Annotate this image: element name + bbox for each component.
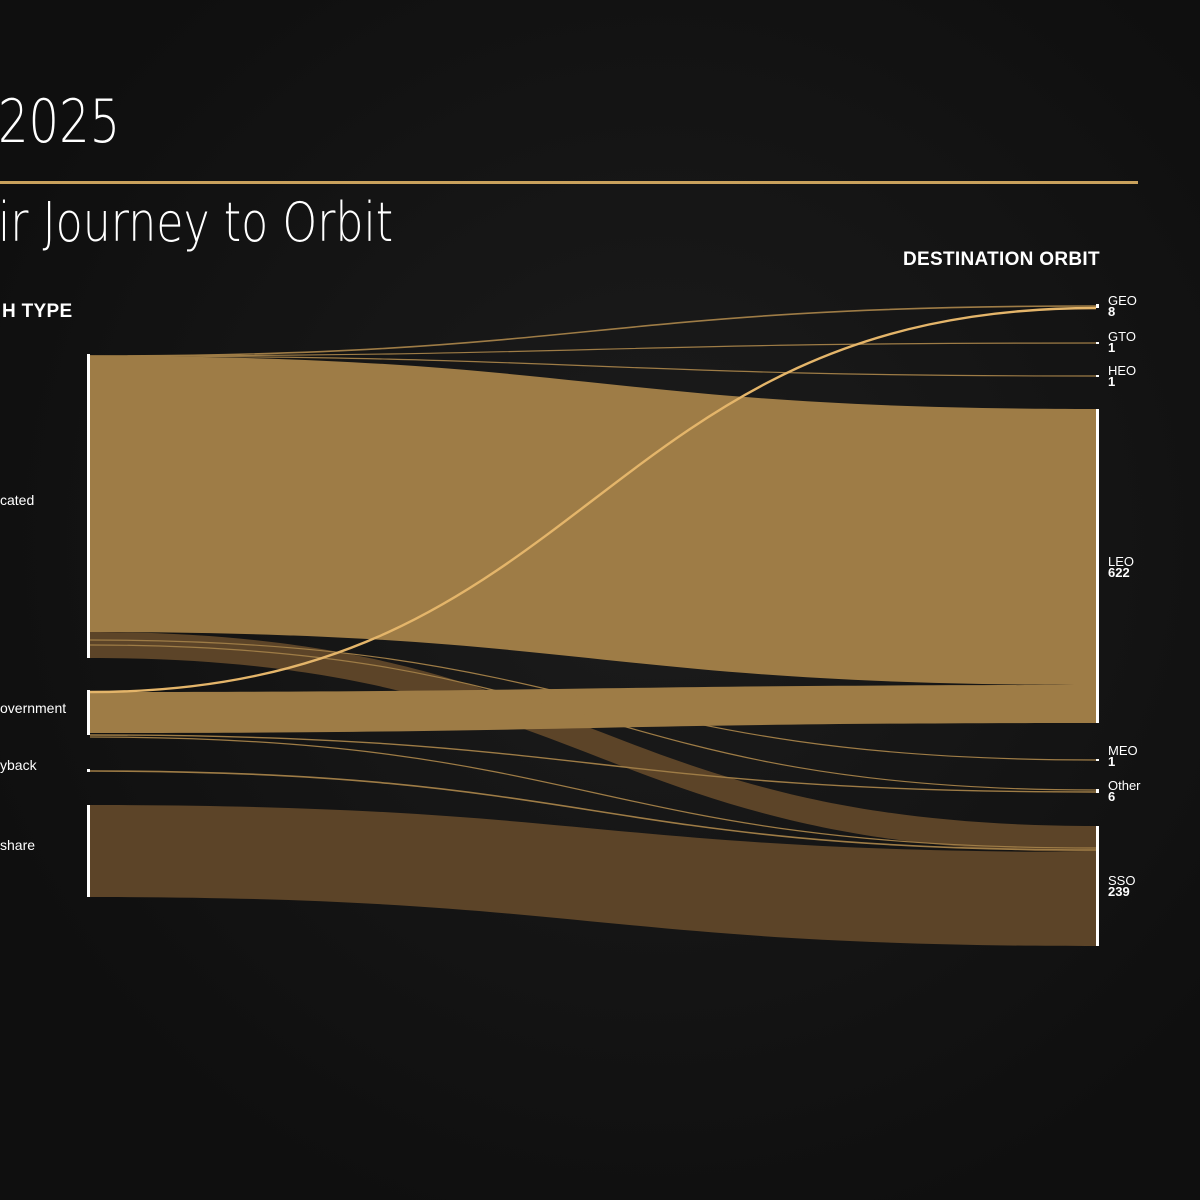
flow-government-geo bbox=[89, 306, 1097, 694]
destination-count-geo: 8 bbox=[1108, 304, 1116, 319]
flow-dedicated-heo bbox=[89, 355, 1097, 377]
destination-node-heo bbox=[1096, 375, 1099, 377]
source-column-title: H TYPE bbox=[2, 301, 73, 322]
flow-dedicated-other bbox=[89, 644, 1097, 791]
destination-name-geo: GEO bbox=[1108, 293, 1137, 308]
flow-dedicated-geo bbox=[89, 305, 1097, 357]
nodes-layer bbox=[87, 304, 1099, 946]
destination-name-heo: HEO bbox=[1108, 363, 1137, 378]
flow-rideshare-sso bbox=[90, 805, 1096, 946]
flow-dedicated-leo bbox=[90, 356, 1096, 685]
source-node-government bbox=[87, 690, 90, 735]
destination-name-meo: MEO bbox=[1108, 743, 1138, 758]
flow-dedicated-meo bbox=[89, 639, 1097, 761]
destination-count-gto: 1 bbox=[1108, 340, 1116, 355]
page-title: 2025 bbox=[0, 87, 121, 157]
destination-count-heo: 1 bbox=[1108, 374, 1116, 389]
flows-layer bbox=[89, 305, 1097, 946]
destination-count-other: 6 bbox=[1108, 789, 1116, 804]
flow-dedicated-gto bbox=[89, 342, 1097, 357]
flow-dedicated-sso bbox=[90, 632, 1096, 852]
source-node-dedicated bbox=[87, 354, 90, 658]
destination-node-other bbox=[1096, 789, 1099, 793]
destination-count-sso: 239 bbox=[1108, 884, 1130, 899]
destination-name-sso: SSO bbox=[1108, 873, 1136, 888]
destination-node-geo bbox=[1096, 304, 1099, 308]
title-divider bbox=[0, 181, 1138, 184]
source-label-government: overnment bbox=[0, 700, 67, 716]
flow-government-sso bbox=[89, 736, 1097, 849]
destination-node-meo bbox=[1096, 759, 1099, 761]
destination-label-heo: HEO 1 bbox=[1108, 363, 1137, 389]
destination-count-meo: 1 bbox=[1108, 754, 1116, 769]
source-label-flyback: yback bbox=[0, 757, 37, 773]
page-subtitle: ir Journey to Orbit bbox=[0, 191, 394, 254]
flow-flyback-sso bbox=[89, 770, 1097, 851]
destination-label-leo: LEO 622 bbox=[1108, 554, 1135, 580]
source-label-rideshare: share bbox=[0, 837, 36, 853]
destination-label-geo: GEO 8 bbox=[1108, 293, 1137, 319]
destination-node-leo bbox=[1096, 409, 1099, 723]
source-label-dedicated: cated bbox=[0, 492, 35, 508]
destination-name-gto: GTO bbox=[1108, 329, 1136, 344]
flow-government-other bbox=[89, 734, 1097, 793]
destination-node-sso bbox=[1096, 826, 1099, 946]
destination-label-other: Other 6 bbox=[1108, 778, 1141, 804]
destination-label-meo: MEO 1 bbox=[1108, 743, 1138, 769]
source-node-rideshare bbox=[87, 805, 90, 897]
destination-node-gto bbox=[1096, 342, 1099, 344]
flow-government-leo bbox=[90, 685, 1096, 733]
destination-label-sso: SSO 239 bbox=[1108, 873, 1136, 899]
destination-label-gto: GTO 1 bbox=[1108, 329, 1136, 355]
source-node-flyback bbox=[87, 769, 90, 772]
destination-name-other: Other bbox=[1108, 778, 1141, 793]
destination-column-title: DESTINATION ORBIT bbox=[903, 249, 1100, 270]
destination-name-leo: LEO bbox=[1108, 554, 1135, 569]
destination-count-leo: 622 bbox=[1108, 565, 1130, 580]
